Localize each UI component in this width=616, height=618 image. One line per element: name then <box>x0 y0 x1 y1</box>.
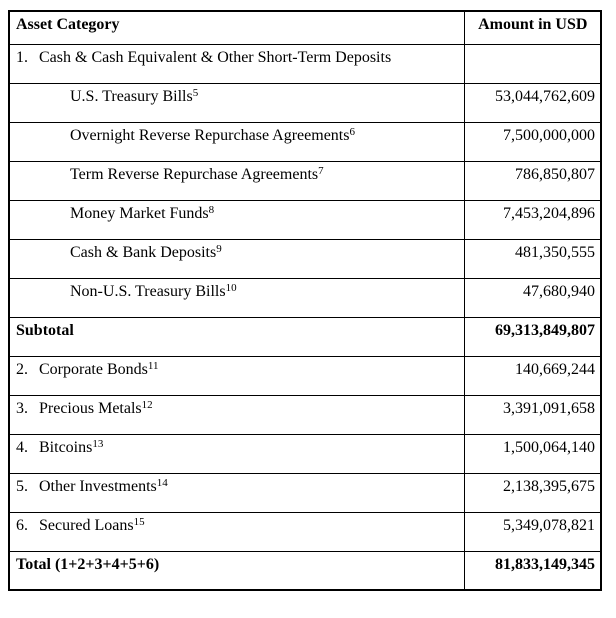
category-cell: Term Reverse Repurchase Agreements7 <box>8 160 465 201</box>
footnote-ref: 15 <box>133 515 145 528</box>
category-cell: Overnight Reverse Repurchase Agreements6 <box>8 121 465 162</box>
footnote-ref: 8 <box>208 203 215 216</box>
row-subtotal: Subtotal 69,313,849,807 <box>8 316 602 357</box>
footnote-ref: 13 <box>92 437 104 450</box>
item-number: 2. <box>16 360 28 378</box>
row-precious-metals: 3. Precious Metals12 3,391,091,658 <box>8 394 602 435</box>
item-label: Term Reverse Repurchase Agreements <box>70 165 319 183</box>
row-other-investments: 5. Other Investments14 2,138,395,675 <box>8 472 602 513</box>
category-cell: U.S. Treasury Bills5 <box>8 82 465 123</box>
amount-cell: 47,680,940 <box>463 277 602 318</box>
item-label: Cash & Bank Deposits <box>70 243 217 261</box>
item-label: Overnight Reverse Repurchase Agreements <box>70 126 350 144</box>
item-label: Secured Loans <box>39 516 134 534</box>
item-label: Money Market Funds <box>70 204 209 222</box>
category-cell: Subtotal <box>8 316 465 357</box>
row-cash-bank-deposits: Cash & Bank Deposits9 481,350,555 <box>8 238 602 279</box>
category-cell: 6. Secured Loans15 <box>8 511 465 552</box>
item-number: 1. <box>16 48 28 66</box>
category-cell: Cash & Bank Deposits9 <box>8 238 465 279</box>
category-cell: 2. Corporate Bonds11 <box>8 355 465 396</box>
item-label: Precious Metals <box>39 399 142 417</box>
row-overnight-reverse-repurchase: Overnight Reverse Repurchase Agreements6… <box>8 121 602 162</box>
amount-cell: 786,850,807 <box>463 160 602 201</box>
item-label: Non-U.S. Treasury Bills <box>70 282 226 300</box>
header-asset-category: Asset Category <box>8 10 465 45</box>
category-cell: Money Market Funds8 <box>8 199 465 240</box>
footnote-ref: 7 <box>318 164 324 177</box>
assets-table: Asset Category Amount in USD 1. Cash & Ca… <box>8 10 602 591</box>
item-number: 6. <box>16 516 28 534</box>
item-label: Other Investments <box>39 477 157 495</box>
item-label: Bitcoins <box>39 438 93 456</box>
category-cell: 3. Precious Metals12 <box>8 394 465 435</box>
row-cash-equivalents-category: 1. Cash & Cash Equivalent & Other Short-T… <box>8 43 602 84</box>
item-label: U.S. Treasury Bills <box>70 87 193 105</box>
category-cell: Total (1+2+3+4+5+6) <box>8 550 465 591</box>
amount-cell: 5,349,078,821 <box>463 511 602 552</box>
footnote-ref: 6 <box>349 125 355 138</box>
amount-cell: 3,391,091,658 <box>463 394 602 435</box>
footnote-ref: 14 <box>156 476 168 489</box>
item-label: Corporate Bonds <box>39 360 148 378</box>
amount-cell: 2,138,395,675 <box>463 472 602 513</box>
row-bitcoins: 4. Bitcoins13 1,500,064,140 <box>8 433 602 474</box>
category-cell: Non-U.S. Treasury Bills10 <box>8 277 465 318</box>
item-number: 3. <box>16 399 28 417</box>
amount-cell: 481,350,555 <box>463 238 602 279</box>
header-amount-in-usd: Amount in USD <box>463 10 602 45</box>
row-term-reverse-repurchase: Term Reverse Repurchase Agreements7 786,… <box>8 160 602 201</box>
category-cell: 4. Bitcoins13 <box>8 433 465 474</box>
item-number: 5. <box>16 477 28 495</box>
row-non-us-treasury-bills: Non-U.S. Treasury Bills10 47,680,940 <box>8 277 602 318</box>
footnote-ref: 10 <box>225 281 237 294</box>
footnote-ref: 12 <box>141 398 153 411</box>
category-cell: 1. Cash & Cash Equivalent & Other Short-T… <box>8 43 465 84</box>
item-number: 4. <box>16 438 28 456</box>
amount-cell: 1,500,064,140 <box>463 433 602 474</box>
footnote-ref: 11 <box>147 359 159 372</box>
amount-cell: 7,500,000,000 <box>463 121 602 162</box>
amount-cell: 140,669,244 <box>463 355 602 396</box>
footnote-ref: 5 <box>192 86 199 99</box>
amount-cell: 53,044,762,609 <box>463 82 602 123</box>
row-money-market-funds: Money Market Funds8 7,453,204,896 <box>8 199 602 240</box>
row-total: Total (1+2+3+4+5+6) 81,833,149,345 <box>8 550 602 591</box>
row-secured-loans: 6. Secured Loans15 5,349,078,821 <box>8 511 602 552</box>
category-cell: 5. Other Investments14 <box>8 472 465 513</box>
amount-cell: 69,313,849,807 <box>463 316 602 357</box>
footnote-ref: 9 <box>216 242 222 255</box>
amount-cell: 7,453,204,896 <box>463 199 602 240</box>
row-corporate-bonds: 2. Corporate Bonds11 140,669,244 <box>8 355 602 396</box>
table-header-row: Asset Category Amount in USD <box>8 10 602 45</box>
item-label: Cash & Cash Equivalent & Other Short-Ter… <box>39 48 392 66</box>
row-us-treasury-bills: U.S. Treasury Bills5 53,044,762,609 <box>8 82 602 123</box>
amount-cell <box>463 43 602 84</box>
amount-cell: 81,833,149,345 <box>463 550 602 591</box>
